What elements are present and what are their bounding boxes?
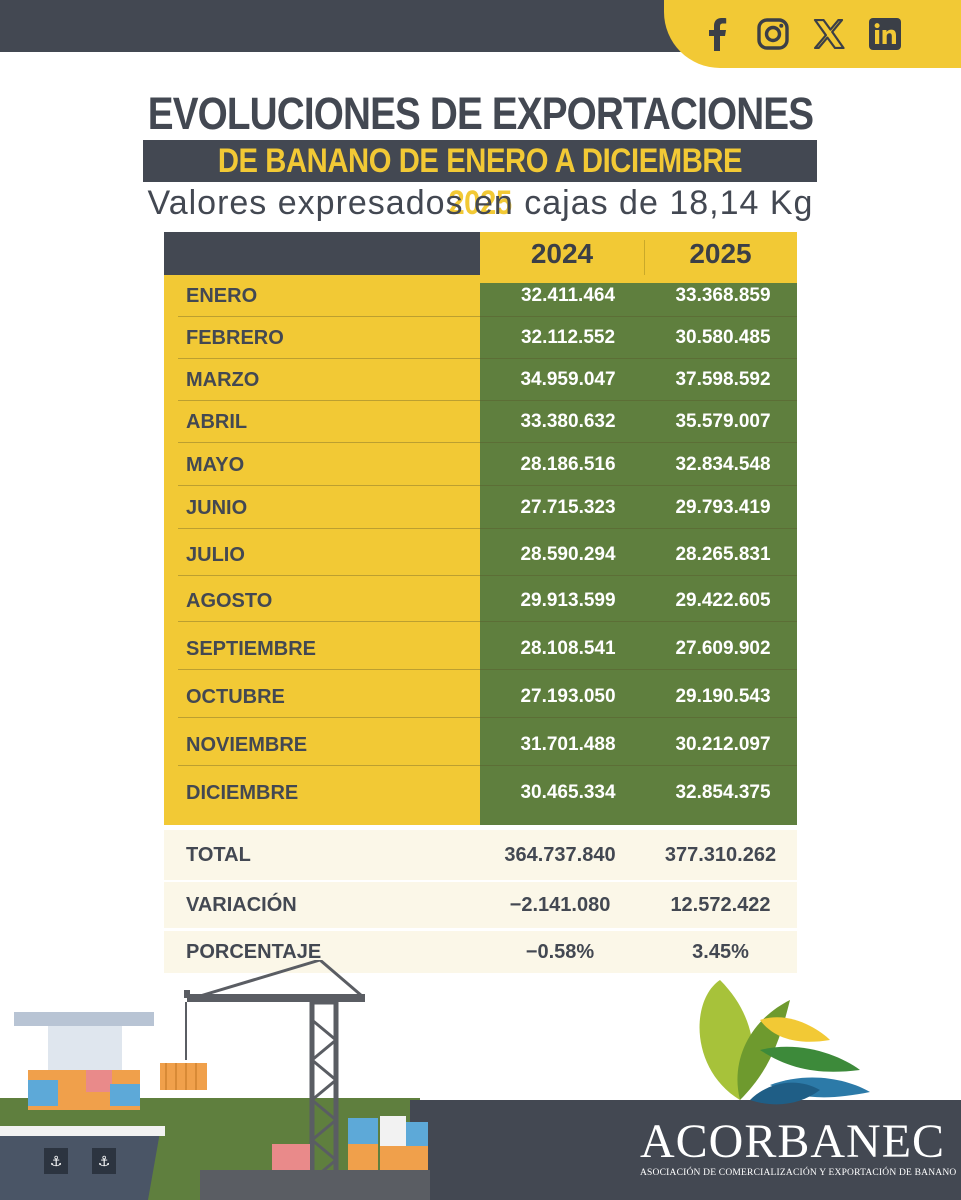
table-row: OCTUBRE 27.193.050 29.190.543 [178, 676, 797, 718]
value-2025: 37.598.592 [675, 369, 771, 390]
anchor-icon: ⚓ [98, 1154, 111, 1170]
table-row: JULIO 28.590.294 28.265.831 [178, 534, 797, 576]
value-2024: 28.108.541 [520, 638, 616, 659]
instagram-icon[interactable] [756, 17, 790, 51]
port-illustration: ⚓ ⚓ [0, 960, 961, 1200]
month-label: AGOSTO [186, 590, 273, 612]
row-divider [178, 765, 797, 766]
month-label: NOVIEMBRE [186, 734, 308, 756]
table-header-blank [164, 232, 480, 275]
value-2024: 30.465.334 [520, 782, 616, 803]
title-banner: DE BANANO DE ENERO A DICIEMBRE 2025 [143, 140, 817, 222]
month-label: SEPTIEMBRE [186, 638, 317, 660]
variacion-2024: −2.141.080 [509, 893, 611, 916]
table-row: DICIEMBRE 30.465.334 32.854.375 [178, 772, 797, 814]
table-row: SEPTIEMBRE 28.108.541 27.609.902 [178, 628, 797, 670]
month-label: MAYO [186, 454, 245, 476]
row-divider [178, 621, 797, 622]
row-divider [178, 358, 797, 359]
value-2024: 27.715.323 [520, 497, 616, 518]
total-2025: 377.310.262 [664, 843, 777, 866]
month-label: OCTUBRE [186, 686, 285, 708]
brand-tagline: ASOCIACIÓN DE COMERCIALIZACIÓN Y EXPORTA… [640, 1168, 957, 1178]
value-2024: 31.701.488 [520, 734, 616, 755]
ship: ⚓ ⚓ [0, 1012, 165, 1200]
row-divider [178, 717, 797, 718]
social-links [664, 0, 961, 68]
ground-containers [200, 1116, 430, 1200]
table-header-years: 2024 2025 [480, 232, 797, 280]
value-2025: 28.265.831 [675, 544, 771, 565]
footer-band [410, 1100, 961, 1200]
variacion-label: VARIACIÓN [186, 893, 297, 916]
month-label: MARZO [186, 369, 260, 391]
row-divider [178, 442, 797, 443]
table-row: JUNIO 27.715.323 29.793.419 [178, 487, 797, 529]
value-2024: 33.380.632 [520, 411, 616, 432]
month-label: FEBRERO [186, 327, 284, 349]
total-2024: 364.737.840 [504, 843, 616, 866]
value-2025: 32.834.548 [675, 454, 771, 475]
values-column-bg [480, 283, 797, 825]
value-2025: 32.854.375 [675, 782, 771, 803]
variacion-row: VARIACIÓN −2.141.080 12.572.422 [164, 882, 797, 928]
row-divider [178, 669, 797, 670]
value-2025: 30.580.485 [675, 327, 771, 348]
value-2025: 29.793.419 [675, 497, 771, 518]
x-icon[interactable] [812, 17, 846, 51]
table-row: ENERO 32.411.464 33.368.859 [178, 275, 797, 317]
total-label: TOTAL [186, 843, 251, 866]
table-row: MARZO 34.959.047 37.598.592 [178, 359, 797, 401]
porcentaje-2024: −0.58% [525, 940, 595, 963]
value-2025: 29.422.605 [675, 590, 771, 611]
table-row: AGOSTO 29.913.599 29.422.605 [178, 580, 797, 622]
month-label: ABRIL [186, 411, 248, 433]
row-divider [178, 485, 797, 486]
value-2024: 28.590.294 [520, 544, 616, 565]
row-divider [178, 528, 797, 529]
header-divider [644, 240, 645, 280]
table-row: FEBRERO 32.112.552 30.580.485 [178, 317, 797, 359]
value-2024: 28.186.516 [520, 454, 616, 475]
porcentaje-label: PORCENTAJE [186, 940, 322, 963]
porcentaje-2025: 3.45% [692, 940, 749, 963]
porcentaje-row: PORCENTAJE −0.58% 3.45% [164, 931, 797, 973]
row-divider [178, 400, 797, 401]
year-2025-header: 2025 [689, 238, 752, 269]
value-2024: 32.112.552 [520, 327, 616, 348]
value-2025: 30.212.097 [675, 734, 771, 755]
table-row: ABRIL 33.380.632 35.579.007 [178, 401, 797, 443]
table-row: MAYO 28.186.516 32.834.548 [178, 444, 797, 486]
brand-name: ACORBANEC [640, 1115, 946, 1168]
value-2024: 32.411.464 [520, 285, 616, 306]
value-2025: 33.368.859 [675, 285, 771, 306]
value-2024: 27.193.050 [520, 686, 616, 707]
acorbanec-leaf-logo [699, 980, 870, 1105]
value-2025: 29.190.543 [675, 686, 771, 707]
total-row: TOTAL 364.737.840 377.310.262 [164, 830, 797, 880]
page-title: EVOLUCIONES DE EXPORTACIONES [147, 88, 814, 139]
year-2024-header: 2024 [530, 238, 594, 269]
row-divider [178, 316, 797, 317]
brand-block: ACORBANEC ASOCIACIÓN DE COMERCIALIZACIÓN… [640, 1115, 957, 1179]
title-banner-text: DE BANANO DE ENERO A DICIEMBRE 2025 [217, 142, 743, 222]
value-2024: 34.959.047 [520, 369, 616, 390]
anchor-icon: ⚓ [50, 1154, 63, 1170]
row-divider [178, 575, 797, 576]
subtitle: Valores expresados en cajas de 18,14 Kg [147, 184, 814, 222]
variacion-2025: 12.572.422 [670, 893, 771, 916]
linkedin-icon[interactable] [868, 17, 902, 51]
month-label: DICIEMBRE [186, 782, 299, 804]
value-2024: 29.913.599 [520, 590, 616, 611]
value-2025: 27.609.902 [675, 638, 771, 659]
table-row: NOVIEMBRE 31.701.488 30.212.097 [178, 724, 797, 766]
value-2025: 35.579.007 [675, 411, 771, 432]
month-label: JULIO [186, 544, 245, 566]
crane [160, 960, 365, 1200]
month-label: ENERO [186, 285, 258, 307]
facebook-icon[interactable] [700, 17, 734, 51]
month-label: JUNIO [186, 497, 248, 519]
